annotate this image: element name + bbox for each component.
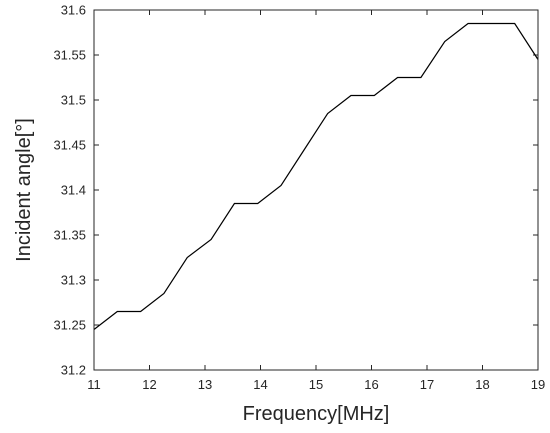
x-tick-label: 14 bbox=[253, 377, 267, 392]
y-tick-label: 31.25 bbox=[53, 318, 86, 333]
y-axis-ticks: 31.2 31.25 31.3 31.35 31.4 31.45 31.5 31.55 31.6 bbox=[53, 3, 538, 378]
y-tick-label: 31.5 bbox=[61, 93, 86, 108]
x-tick-label: 13 bbox=[198, 377, 212, 392]
series-line bbox=[93, 22, 539, 330]
x-tick-label: 16 bbox=[364, 377, 378, 392]
y-axis-title: Incident angle[°] bbox=[13, 118, 35, 262]
y-tick-label: 31.55 bbox=[53, 48, 86, 63]
x-axis-ticks: 11 12 13 14 15 16 17 18 19 bbox=[87, 10, 545, 392]
y-tick-label: 31.45 bbox=[53, 138, 86, 153]
x-tick-label: 15 bbox=[309, 377, 323, 392]
x-axis-title: Frequency[MHz] bbox=[243, 403, 390, 425]
x-tick-label: 19 bbox=[531, 377, 545, 392]
x-tick-label: 18 bbox=[475, 377, 489, 392]
y-tick-label: 31.2 bbox=[61, 363, 86, 378]
x-tick-label: 12 bbox=[142, 377, 156, 392]
y-tick-label: 31.4 bbox=[61, 183, 86, 198]
y-tick-label: 31.6 bbox=[61, 3, 86, 18]
x-tick-label: 11 bbox=[87, 377, 101, 392]
plot-frame bbox=[93, 9, 539, 371]
x-tick-label: 17 bbox=[420, 377, 434, 392]
y-tick-label: 31.3 bbox=[61, 273, 86, 288]
y-tick-label: 31.35 bbox=[53, 228, 86, 243]
